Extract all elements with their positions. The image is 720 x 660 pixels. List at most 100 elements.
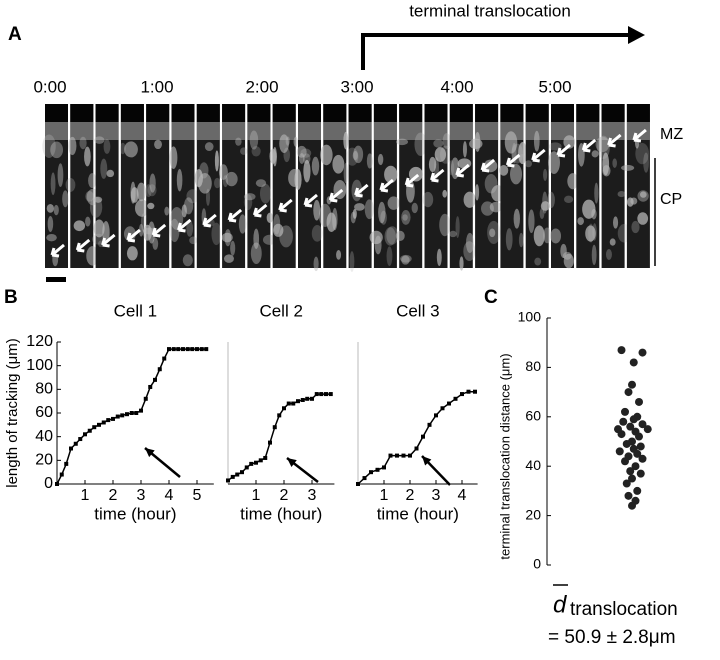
cell-blob: [533, 130, 540, 152]
mz-band: [576, 122, 600, 140]
cell-blob: [249, 130, 259, 150]
point: [633, 486, 642, 495]
point: [314, 392, 319, 397]
strip: [298, 104, 321, 268]
cell-blob: [591, 150, 599, 158]
cell-blob: [635, 142, 650, 165]
strip: [45, 104, 68, 268]
annotation-arrowhead: [145, 448, 155, 458]
cell-blob: [505, 228, 513, 251]
cell-blob: [50, 141, 64, 159]
point: [157, 367, 162, 372]
point: [125, 412, 129, 417]
cell-blob: [213, 177, 221, 189]
strip-top: [70, 104, 94, 122]
strip: [424, 104, 448, 268]
point: [621, 457, 629, 466]
cell-blob: [100, 158, 108, 179]
cell-arrow: [328, 188, 344, 203]
mz-band: [45, 122, 68, 140]
point: [328, 392, 333, 397]
cell-blob: [434, 147, 447, 162]
point: [291, 401, 296, 406]
cell-blob: [577, 217, 584, 226]
mz-band: [298, 122, 321, 140]
cell-blob: [238, 214, 247, 234]
cell-blob: [602, 152, 610, 176]
y-axis-label: length of tracking (μm): [4, 338, 21, 488]
mz-band: [399, 122, 423, 140]
strip: [247, 104, 271, 268]
cell-blob: [384, 165, 398, 184]
mz-band: [475, 122, 499, 140]
time-label: 0:00: [33, 77, 66, 96]
cell-arrow: [227, 208, 243, 223]
cell-blob: [609, 238, 616, 246]
cell-blob: [483, 159, 498, 173]
cell-blob: [186, 189, 200, 204]
mz-band: [373, 122, 397, 140]
point: [401, 453, 406, 458]
cell-blob: [336, 249, 342, 260]
point: [282, 406, 286, 411]
x-tick-label: 2: [280, 487, 289, 504]
point: [629, 358, 638, 367]
cell-blob: [567, 173, 579, 190]
cell-blob: [311, 225, 323, 242]
cell-blob: [134, 199, 149, 217]
cell-blob: [455, 216, 460, 239]
x-tick-label: 5: [193, 487, 202, 504]
cell-blob: [639, 191, 647, 198]
cell-blob: [563, 135, 576, 149]
cell-blob: [259, 183, 271, 204]
cell-blob: [106, 169, 115, 178]
cell-blob: [296, 145, 307, 158]
point: [277, 413, 282, 418]
cell-blob: [186, 220, 194, 237]
point: [59, 472, 64, 477]
cell-blob: [152, 237, 159, 250]
point: [115, 414, 120, 419]
time-label: 3:00: [340, 77, 373, 96]
cell-blob: [591, 244, 597, 266]
strip-top: [373, 104, 397, 122]
point: [120, 413, 125, 418]
y-tick-label: 20: [35, 452, 53, 469]
cell-blob: [384, 227, 396, 246]
cell-arrow: [379, 178, 394, 193]
cell-blob: [547, 191, 555, 209]
line: [227, 393, 331, 482]
y-tick-label: 0: [44, 475, 53, 492]
cell-blob: [332, 154, 345, 174]
cell-arrow: [607, 133, 622, 148]
cell-blob: [46, 203, 55, 213]
x-tick-label: 3: [308, 487, 317, 504]
cell-blob: [560, 243, 567, 259]
mz-band: [626, 122, 650, 140]
cell-blob: [442, 189, 448, 198]
point: [69, 446, 73, 451]
cell-blob: [462, 141, 467, 158]
cell-blob: [349, 251, 355, 272]
cell-blob: [449, 230, 457, 238]
cell-blob: [387, 196, 400, 210]
point: [440, 406, 445, 411]
cell-arrow: [480, 158, 496, 173]
cell-blob: [279, 134, 289, 154]
mz-band: [70, 122, 94, 140]
point: [235, 472, 240, 477]
point: [375, 467, 380, 472]
point: [626, 467, 635, 476]
mz-band: [95, 122, 119, 140]
cell-blob: [243, 193, 256, 201]
point: [305, 396, 310, 401]
point: [73, 441, 78, 446]
point: [300, 397, 305, 402]
cell-blob: [377, 153, 384, 166]
cell-blob: [182, 254, 193, 267]
cell-arrow: [126, 228, 141, 243]
point: [617, 430, 626, 439]
cell-blob: [79, 136, 87, 150]
y-axis-label: terminal translocation distance (μm): [497, 353, 512, 559]
point: [204, 347, 209, 352]
